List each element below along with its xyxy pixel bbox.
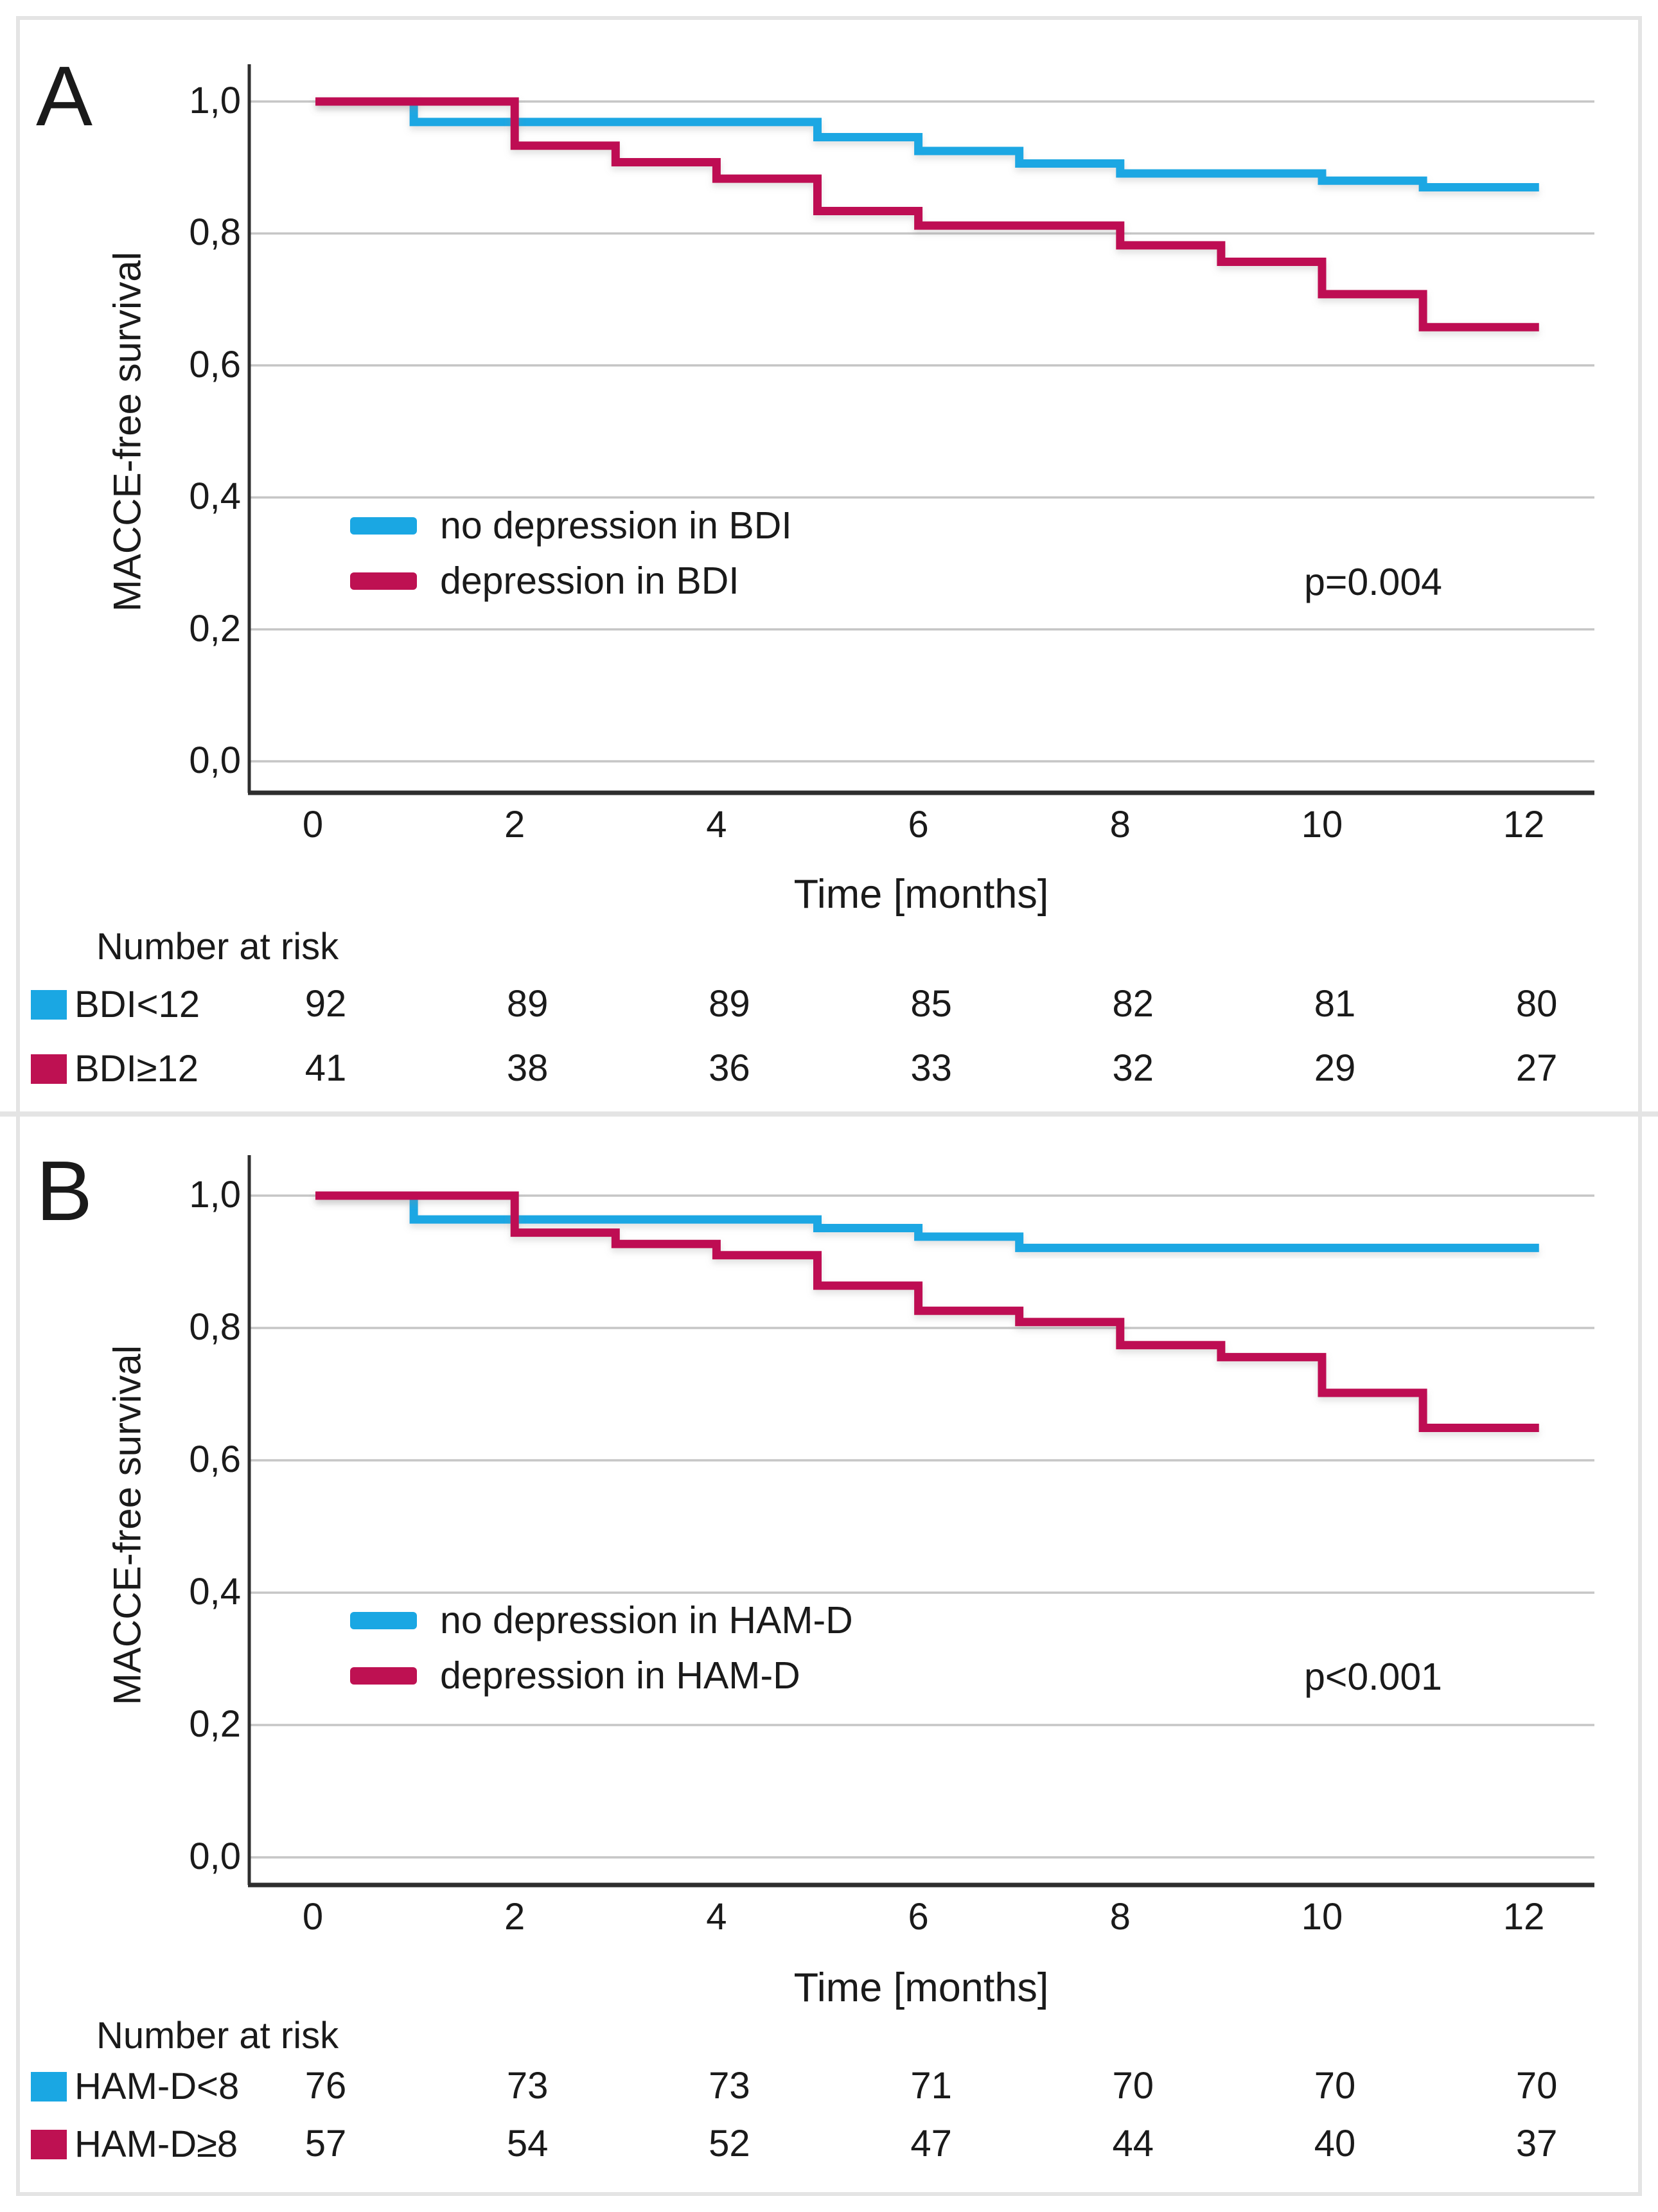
p-value-label-b: p<0.001: [1304, 1656, 1442, 1698]
risk-row-label: HAM-D<8: [75, 2065, 240, 2107]
x-tick-label: 12: [1503, 1896, 1545, 1938]
y-tick-label: 0,8: [189, 211, 241, 254]
x-tick-label: 10: [1301, 804, 1343, 845]
legend-color-swatch-blue: [350, 517, 417, 535]
legend-color-swatch-blue: [350, 1611, 417, 1629]
y-tick-label: 0,4: [189, 1571, 241, 1613]
risk-count: 54: [506, 2123, 549, 2164]
risk-row: BDI<12 92 89 89 85 82 81 80: [0, 983, 1658, 1025]
risk-count: 80: [1515, 983, 1558, 1025]
y-tick-label: 0,2: [189, 1703, 241, 1745]
risk-count: 82: [1112, 983, 1154, 1025]
x-tick-label: 10: [1301, 1896, 1343, 1938]
risk-row: BDI≥12 41 38 36 33 32 29 27: [0, 1047, 1658, 1090]
y-tick-label: 1,0: [189, 1174, 241, 1216]
survival-curve-blue: [315, 1191, 1539, 1252]
survival-curve-crimson: [315, 97, 1539, 332]
panel-letter-a: A: [36, 49, 93, 143]
risk-row-label: HAM-D≥8: [75, 2123, 238, 2165]
panel-letter-b: B: [36, 1144, 93, 1238]
x-tick-label: 12: [1503, 804, 1545, 845]
risk-row: HAM-D<8 76 73 73 71 70 70 70: [0, 2065, 1658, 2107]
risk-table-title-a: Number at risk: [96, 926, 339, 968]
y-tick-label: 0,2: [189, 607, 241, 650]
y-axis-title-a: MACCE-free survival: [105, 251, 149, 612]
x-tick-label: 2: [504, 1896, 525, 1938]
risk-table-title-b: Number at risk: [96, 2015, 339, 2057]
risk-count: 27: [1515, 1047, 1558, 1089]
x-tick-label: 0: [302, 1896, 324, 1938]
x-tick-label: 6: [908, 804, 929, 845]
x-tick-label: 8: [1109, 804, 1131, 845]
x-axis-title-a: Time [months]: [793, 872, 1049, 917]
legend-row-a-crimson: depression in BDI: [350, 560, 739, 602]
x-tick-label: 2: [504, 804, 525, 845]
risk-row-swatch-blue: [31, 2072, 67, 2101]
risk-count: 33: [910, 1047, 952, 1089]
risk-count: 70: [1515, 2065, 1558, 2107]
risk-count: 73: [506, 2065, 549, 2107]
legend-label: depression in HAM-D: [440, 1654, 800, 1697]
x-axis-title-b: Time [months]: [793, 1965, 1049, 2010]
risk-row-swatch-crimson: [31, 2130, 67, 2159]
risk-count: 71: [910, 2065, 952, 2107]
y-tick-label: 0,8: [189, 1306, 241, 1348]
legend-label: no depression in HAM-D: [440, 1599, 853, 1641]
legend-row-b-crimson: depression in HAM-D: [350, 1654, 800, 1697]
figure-frame: [16, 16, 1642, 2196]
y-tick-label: 0,0: [189, 1836, 241, 1877]
risk-count: 81: [1314, 983, 1356, 1025]
risk-count: 47: [910, 2123, 952, 2164]
risk-count: 57: [304, 2123, 347, 2164]
x-tick-label: 8: [1109, 1896, 1131, 1938]
risk-count: 89: [709, 983, 750, 1025]
risk-row-swatch-blue: [31, 990, 67, 1020]
risk-row-label: BDI≥12: [75, 1047, 199, 1090]
x-tick-label: 6: [908, 1896, 929, 1938]
risk-count: 40: [1314, 2123, 1356, 2164]
risk-row: HAM-D≥8 57 54 52 47 44 40 37: [0, 2123, 1658, 2165]
x-tick-label: 4: [706, 1896, 727, 1938]
risk-count: 70: [1112, 2065, 1154, 2107]
x-tick-label: 4: [706, 804, 727, 845]
risk-count: 44: [1112, 2123, 1154, 2164]
risk-count: 89: [506, 983, 549, 1025]
y-tick-label: 0,6: [189, 1438, 241, 1480]
legend-row-a-blue: no depression in BDI: [350, 504, 792, 547]
y-tick-label: 0,4: [189, 475, 241, 518]
risk-count: 37: [1515, 2123, 1558, 2164]
y-tick-label: 1,0: [189, 80, 241, 121]
risk-count: 52: [709, 2123, 750, 2164]
risk-count: 70: [1314, 2065, 1356, 2107]
risk-row-swatch-crimson: [31, 1054, 67, 1084]
panel-divider: [0, 1111, 1658, 1117]
risk-count: 32: [1112, 1047, 1154, 1089]
y-tick-label: 0,0: [189, 739, 241, 781]
legend-color-swatch-crimson: [350, 572, 417, 590]
risk-count: 41: [304, 1047, 347, 1089]
y-axis-title-b: MACCE-free survival: [105, 1345, 149, 1706]
y-tick-label: 0,6: [189, 343, 241, 385]
legend-row-b-blue: no depression in HAM-D: [350, 1599, 853, 1641]
x-tick-label: 0: [302, 804, 324, 845]
survival-curve-crimson: [315, 1191, 1539, 1433]
legend-color-swatch-crimson: [350, 1667, 417, 1685]
risk-count: 36: [709, 1047, 750, 1089]
risk-count: 92: [304, 983, 347, 1025]
risk-count: 38: [506, 1047, 549, 1089]
legend-label: depression in BDI: [440, 560, 739, 602]
risk-count: 76: [304, 2065, 347, 2107]
risk-count: 85: [910, 983, 952, 1025]
risk-count: 29: [1314, 1047, 1356, 1089]
risk-count: 73: [709, 2065, 750, 2107]
p-value-label-a: p=0.004: [1304, 561, 1442, 603]
risk-row-label: BDI<12: [75, 983, 200, 1025]
survival-curve-blue: [315, 97, 1539, 192]
legend-label: no depression in BDI: [440, 504, 792, 547]
